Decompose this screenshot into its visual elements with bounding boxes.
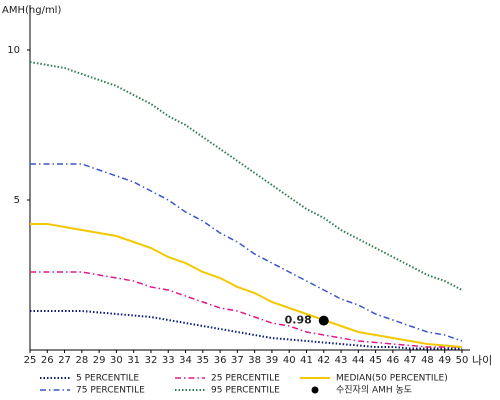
x-tick-label: 29 (93, 355, 106, 366)
legend-label: 25 PERCENTILE (211, 374, 280, 384)
x-tick-label: 36 (214, 355, 227, 366)
x-tick-label: 34 (179, 355, 192, 366)
x-tick-label: 41 (300, 355, 313, 366)
x-tick-label: 30 (110, 355, 123, 366)
x-tick-label: 33 (162, 355, 175, 366)
x-tick-label: 27 (58, 355, 71, 366)
legend-label: 수진자의 AMH 농도 (336, 385, 412, 396)
x-tick-label: 49 (438, 355, 451, 366)
x-axis-label: 나이 (472, 354, 492, 367)
x-tick-label: 47 (404, 355, 417, 366)
legend-label: 5 PERCENTILE (76, 374, 139, 384)
x-tick-label: 39 (266, 355, 279, 366)
legend-swatch (311, 386, 319, 394)
x-tick-label: 46 (387, 355, 400, 366)
x-tick-label: 45 (369, 355, 382, 366)
x-tick-label: 44 (352, 355, 365, 366)
y-tick-label: 10 (7, 45, 20, 56)
x-tick-label: 25 (24, 355, 37, 366)
x-tick-label: 43 (335, 355, 348, 366)
y-axis-label: AMH(ng/ml) (2, 5, 61, 16)
x-tick-label: 37 (231, 355, 244, 366)
x-tick-label: 38 (248, 355, 261, 366)
legend-label: MEDIAN(50 PERCENTILE) (336, 374, 448, 384)
legend-label: 95 PERCENTILE (211, 386, 280, 396)
series-line (30, 310, 462, 350)
x-tick-label: 31 (127, 355, 140, 366)
x-tick-label: 35 (196, 355, 209, 366)
x-tick-label: 28 (75, 355, 88, 366)
x-tick-label: 40 (283, 355, 296, 366)
series-line (29, 61, 463, 291)
legend-label: 75 PERCENTILE (76, 386, 145, 396)
x-tick-label: 26 (41, 355, 54, 366)
x-tick-label: 48 (421, 355, 434, 366)
x-tick-label: 42 (317, 355, 330, 366)
y-tick-label: 5 (14, 195, 20, 206)
x-tick-label: 50 (456, 355, 469, 366)
series-line (30, 223, 463, 348)
patient-value-label: 0.98 (285, 314, 312, 327)
series-line (30, 163, 463, 342)
series-line (30, 271, 462, 348)
x-tick-label: 32 (145, 355, 158, 366)
patient-point (318, 315, 329, 326)
